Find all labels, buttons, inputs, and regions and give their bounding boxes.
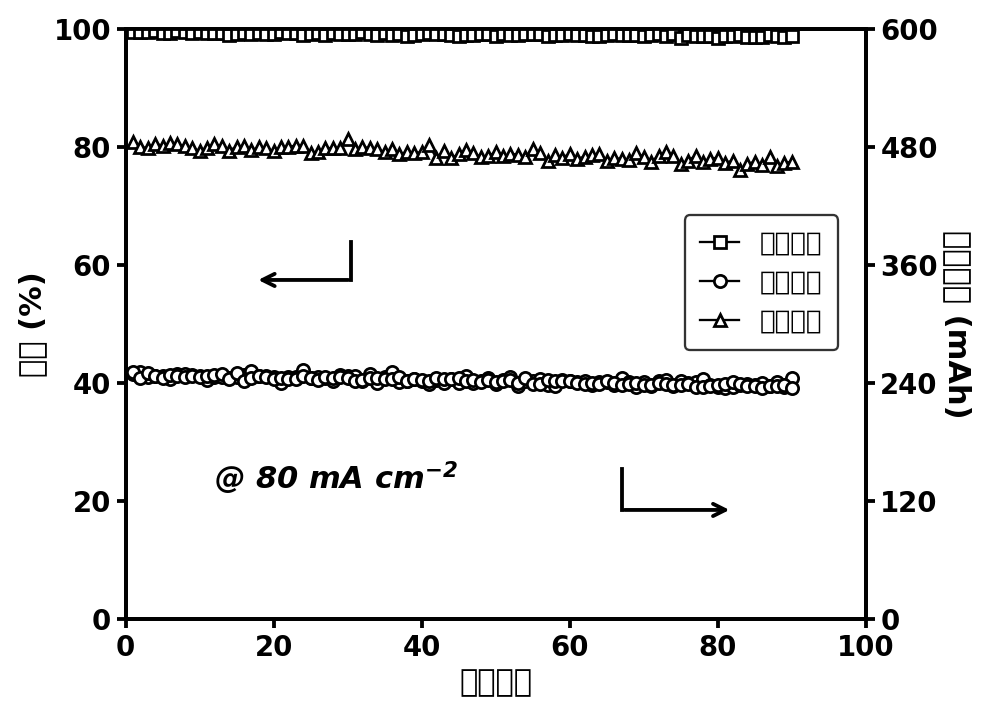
电压效率 <box>127 138 139 147</box>
电压效率 <box>342 134 353 143</box>
库伦效率 <box>675 34 687 42</box>
Line: 能量效率: 能量效率 <box>127 364 798 394</box>
库伦效率 <box>224 30 236 39</box>
Legend: 库伦效率, 能量效率, 电压效率: 库伦效率, 能量效率, 电压效率 <box>685 215 838 350</box>
Y-axis label: 放电容量 (mAh): 放电容量 (mAh) <box>942 230 971 418</box>
Text: $\bfit{@}$ $\bfit{80}$ $\bfit{mA}$ $\bfit{cm^{-2}}$: $\bfit{@}$ $\bfit{80}$ $\bfit{mA}$ $\bfi… <box>215 460 458 497</box>
X-axis label: 循环周期: 循环周期 <box>459 668 533 696</box>
库伦效率 <box>149 26 161 35</box>
电压效率 <box>327 144 339 152</box>
Line: 电压效率: 电压效率 <box>127 132 798 177</box>
库伦效率 <box>593 32 605 41</box>
库伦效率 <box>690 31 702 40</box>
电压效率 <box>216 142 228 150</box>
电压效率 <box>593 150 605 159</box>
库伦效率 <box>786 31 798 40</box>
电压效率 <box>682 157 694 165</box>
能量效率 <box>719 383 731 392</box>
能量效率 <box>786 374 798 383</box>
能量效率 <box>682 379 694 388</box>
能量效率 <box>297 366 309 375</box>
电压效率 <box>734 166 745 174</box>
能量效率 <box>216 373 228 381</box>
库伦效率 <box>771 31 783 40</box>
能量效率 <box>771 378 783 386</box>
电压效率 <box>697 157 709 166</box>
库伦效率 <box>127 28 139 36</box>
能量效率 <box>127 370 139 378</box>
库伦效率 <box>335 30 346 39</box>
能量效率 <box>335 370 346 379</box>
能量效率 <box>593 378 605 386</box>
Line: 库伦效率: 库伦效率 <box>127 25 798 44</box>
Y-axis label: 效率 (%): 效率 (%) <box>19 271 48 377</box>
能量效率 <box>697 375 709 383</box>
库伦效率 <box>705 31 717 40</box>
电压效率 <box>786 157 798 166</box>
电压效率 <box>771 162 783 170</box>
